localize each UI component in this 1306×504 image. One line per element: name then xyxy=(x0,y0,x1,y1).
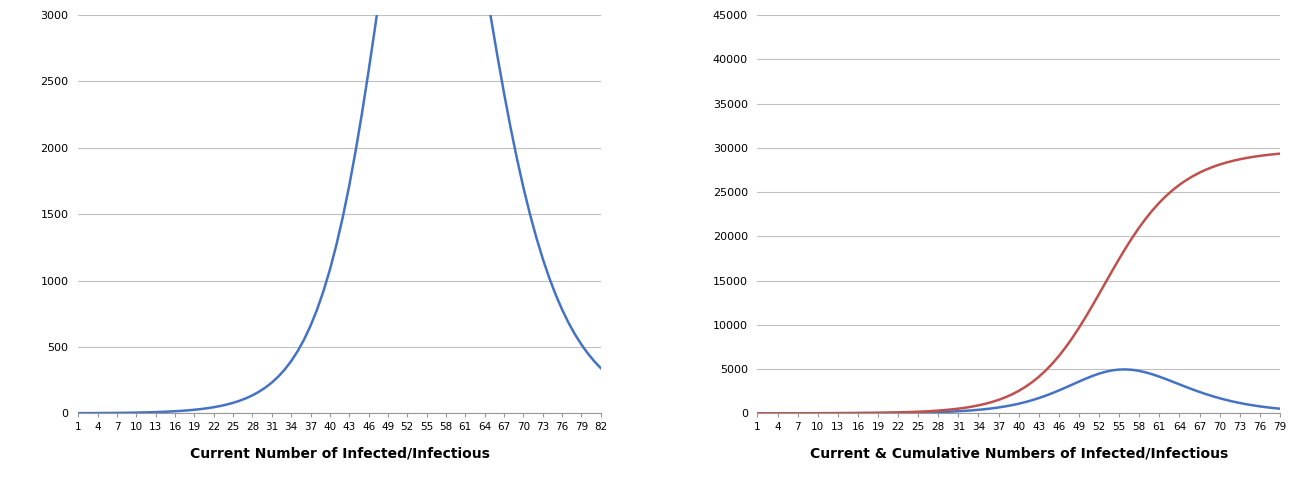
X-axis label: Current & Cumulative Numbers of Infected/Infectious: Current & Cumulative Numbers of Infected… xyxy=(810,446,1228,460)
X-axis label: Current Number of Infected/Infectious: Current Number of Infected/Infectious xyxy=(189,446,490,460)
